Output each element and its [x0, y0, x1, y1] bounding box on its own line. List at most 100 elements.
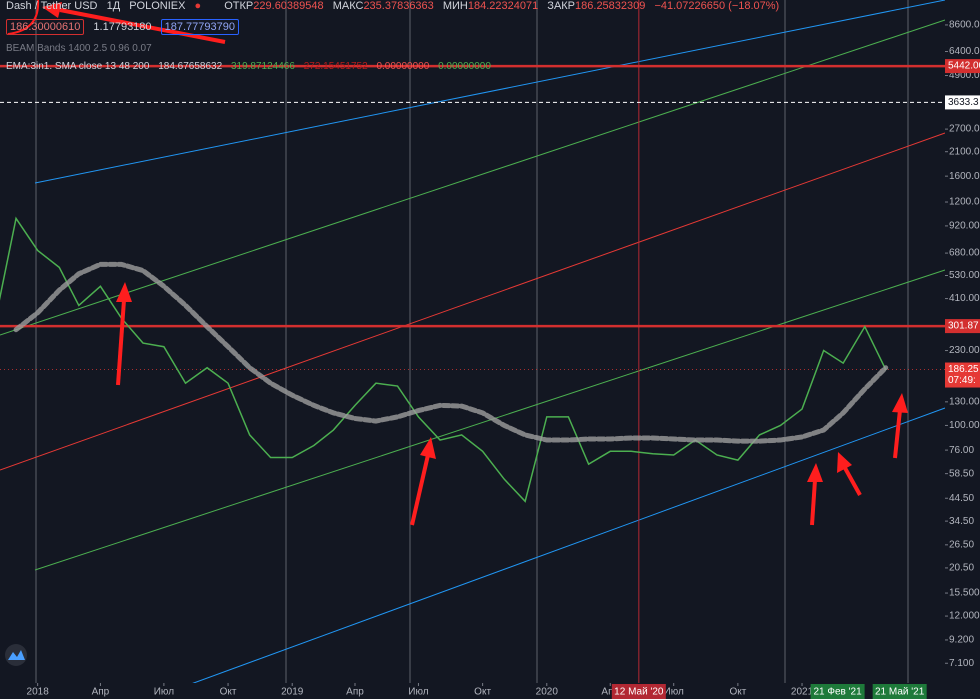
- price-label: 3633.3: [948, 97, 979, 108]
- low: 184.22324071: [467, 0, 539, 12]
- arrow: [843, 467, 862, 496]
- y-tick-label: 680.00: [949, 248, 980, 259]
- arrow: [810, 479, 817, 526]
- countdown-label: 07:49:: [948, 375, 976, 386]
- price-box: [945, 59, 980, 74]
- y-tick-label: 4900.00: [949, 70, 980, 81]
- y-tick-label: 130.00: [949, 396, 980, 407]
- interval[interactable]: 1Д: [106, 0, 121, 12]
- symbol[interactable]: Dash / Tether USD: [6, 0, 98, 12]
- bid[interactable]: 186.30000610: [6, 19, 85, 35]
- spread: 1.17793180: [93, 21, 152, 33]
- ask[interactable]: 187.77793790: [160, 19, 239, 35]
- y-tick-label: 44.50: [949, 493, 974, 504]
- arrowhead: [807, 463, 823, 482]
- x-tick-label: Окт: [729, 687, 746, 698]
- y-tick-label: 7.100: [949, 658, 974, 669]
- arrow: [893, 409, 902, 459]
- arrow: [410, 454, 430, 526]
- marker-box: [872, 684, 927, 699]
- indicator-value: 0.00000000: [438, 61, 491, 72]
- y-tick-label: 1200.00: [949, 197, 980, 208]
- trendline: [0, 132, 946, 471]
- trend-channels: [0, 0, 946, 699]
- trendline: [149, 407, 946, 699]
- plot-area: [0, 0, 945, 683]
- y-tick-label: 410.00: [949, 293, 980, 304]
- x-tick-label: Апр: [92, 687, 110, 698]
- y-tick-label: 58.50: [949, 468, 974, 479]
- marker-box: [810, 684, 865, 699]
- arrow: [59, 8, 226, 44]
- y-tick-label: 1600.00: [949, 171, 980, 182]
- y-tick-label: 2100.00: [949, 146, 980, 157]
- arrowhead: [420, 437, 436, 459]
- y-tick-label: 12.000: [949, 611, 980, 622]
- y-tick-label: 76.00: [949, 445, 974, 456]
- marker-box: [611, 684, 666, 699]
- series-line: [13, 261, 889, 444]
- y-tick-label: 8600.00: [949, 20, 980, 31]
- y-tick-label: 2700.00: [949, 124, 980, 135]
- trendline: [34, 0, 946, 184]
- indicator-value: 184.67658632: [158, 61, 223, 72]
- x-tick-label: Июл: [664, 687, 684, 698]
- price-label: 301.87: [948, 321, 979, 332]
- y-tick-label: 530.00: [949, 270, 980, 281]
- x-tick-label: Июл: [408, 687, 428, 698]
- indicator-value: 272.15451752: [303, 61, 368, 72]
- x-tick-label: 2018: [27, 687, 50, 698]
- y-tick-label: 100.00: [949, 420, 980, 431]
- arrow: [116, 299, 126, 386]
- x-tick-label: 2021: [791, 687, 814, 698]
- price-box: [945, 319, 980, 334]
- high: 235.37836363: [363, 0, 434, 12]
- indicator-1: BEAM Bands 1400 2.5 0.96 0.07: [6, 43, 158, 54]
- y-tick-label: 34.50: [949, 516, 974, 527]
- series-line: [0, 216, 887, 503]
- x-tick-label: Апр: [346, 687, 364, 698]
- time-axis: [0, 683, 980, 699]
- close-label: ЗАКР: [547, 0, 576, 12]
- last-price-label: 186.25: [948, 364, 979, 375]
- x-tick-label: Июл: [154, 687, 174, 698]
- open: 229.60389548: [253, 0, 324, 12]
- marker-label: 21 Май '21: [875, 687, 925, 698]
- price-label: 5442.00: [948, 61, 980, 72]
- annotations: [7, 0, 908, 526]
- y-tick-label: 9.200: [949, 635, 974, 646]
- arrowhead: [892, 393, 908, 413]
- axes: 8600.00 6400.00 4900.00 2700.00 2100.00 1600.…: [27, 20, 980, 699]
- close: 186.25832309: [575, 0, 646, 12]
- arrowhead: [42, 2, 62, 18]
- x-tick-label: 2020: [536, 687, 559, 698]
- indicator-value: 0.00000000: [376, 61, 430, 72]
- high-label: МАКС: [332, 0, 364, 12]
- exchange: POLONIEX: [129, 0, 186, 12]
- last-price-box: [945, 362, 980, 388]
- y-tick-label: 20.50: [949, 563, 974, 574]
- arrowhead: [116, 282, 132, 302]
- low-label: МИН: [442, 0, 468, 12]
- y-tick-label: 920.00: [949, 221, 980, 232]
- price-box: [945, 95, 980, 110]
- indicator-2: EMA:3in1. SMA close 13 48 200 184.676586…: [6, 61, 497, 72]
- x-tick-label: Окт: [474, 687, 491, 698]
- x-tick-label: 2019: [281, 687, 304, 698]
- y-tick-label: 230.00: [949, 345, 980, 356]
- open-label: ОТКР: [224, 0, 254, 12]
- indicator-value: 319.87124466: [230, 61, 295, 72]
- header-row-1: Dash / Tether USD 1Д POLONIEX ● ОТКР229.…: [6, 0, 780, 12]
- change: −41.07226650 (−18.07%): [654, 0, 780, 12]
- indicator-label[interactable]: EMA:3in1. SMA close 13 48 200: [6, 61, 150, 72]
- y-tick-label: 15.500: [949, 588, 980, 599]
- indicator-label[interactable]: BEAM Bands 1400 2.5 0.96 0.07: [6, 43, 152, 54]
- y-tick-label: 26.50: [949, 539, 974, 550]
- x-tick-label: Апр: [601, 687, 619, 698]
- arrowhead: [837, 452, 852, 473]
- price-axis: [945, 0, 980, 699]
- marker-label: 12 Май '20: [614, 687, 664, 698]
